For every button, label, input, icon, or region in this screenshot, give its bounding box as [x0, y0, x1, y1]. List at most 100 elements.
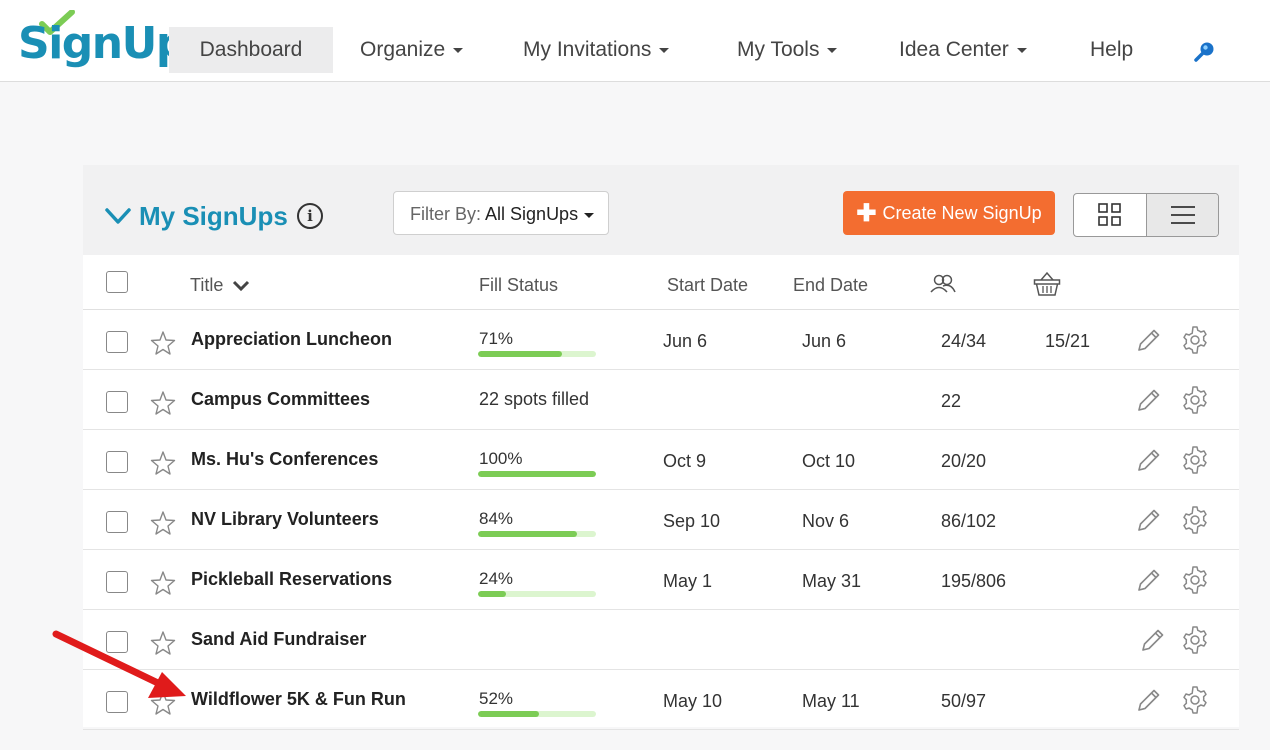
- people-count: 22: [941, 391, 962, 411]
- star-icon[interactable]: [150, 330, 176, 356]
- star-icon[interactable]: [150, 450, 176, 476]
- fill-progress-bar: [478, 351, 596, 357]
- view-toggle: [1073, 193, 1219, 237]
- fill-progress-bar: [478, 531, 596, 537]
- people-count: 86/102: [941, 511, 997, 531]
- people-count: 24/34: [941, 331, 987, 351]
- row-checkbox[interactable]: [106, 511, 128, 533]
- nav-organize-label: Organize: [360, 38, 446, 61]
- edit-pencil-icon[interactable]: [1139, 626, 1167, 654]
- title-header-label: Title: [190, 275, 224, 295]
- start-date: Sep 10: [663, 511, 721, 531]
- row-checkbox[interactable]: [106, 691, 128, 713]
- edit-pencil-icon[interactable]: [1135, 386, 1163, 414]
- chevron-down-icon: [827, 47, 838, 53]
- table-row[interactable]: Appreciation Luncheon 71% Jun 6 Jun 6 24/34 1…: [83, 310, 1239, 370]
- signup-logo[interactable]: SignUp: [18, 10, 187, 70]
- grid-view-button[interactable]: [1074, 194, 1147, 236]
- end-date: Oct 10: [802, 451, 856, 471]
- fill-progress-value: [478, 351, 562, 357]
- signup-title[interactable]: NV Library Volunteers: [191, 509, 379, 529]
- signup-title[interactable]: Sand Aid Fundraiser: [191, 629, 367, 649]
- edit-pencil-icon[interactable]: [1135, 566, 1163, 594]
- nav-help[interactable]: Help: [1090, 27, 1133, 73]
- signup-title[interactable]: Ms. Hu's Conferences: [191, 449, 379, 469]
- start-date: Oct 9: [663, 451, 707, 471]
- row-checkbox[interactable]: [106, 631, 128, 653]
- end-date-header[interactable]: End Date: [793, 275, 869, 295]
- gear-icon[interactable]: [1180, 505, 1210, 535]
- basket-icon[interactable]: [1033, 271, 1061, 297]
- star-icon[interactable]: [150, 510, 176, 536]
- fill-percent: 24%: [479, 569, 514, 588]
- end-date: May 31: [802, 571, 862, 591]
- fill-status-text: 22 spots filled: [479, 389, 590, 409]
- row-checkbox[interactable]: [106, 331, 128, 353]
- fill-progress-value: [478, 711, 540, 717]
- fill-progress-value: [478, 471, 596, 477]
- gear-icon[interactable]: [1180, 685, 1210, 715]
- fill-progress-value: [478, 591, 507, 597]
- create-new-signup-button[interactable]: ✚ Create New SignUp: [843, 191, 1055, 235]
- nav-organize[interactable]: Organize: [360, 27, 464, 73]
- row-checkbox[interactable]: [106, 571, 128, 593]
- fill-progress-bar: [478, 711, 596, 717]
- signup-title[interactable]: Wildflower 5K & Fun Run: [191, 689, 406, 709]
- search-icon[interactable]: [1193, 40, 1217, 64]
- star-icon[interactable]: [150, 570, 176, 596]
- nav-dashboard[interactable]: Dashboard: [169, 27, 333, 73]
- table-row[interactable]: Ms. Hu's Conferences 100% Oct 9 Oct 10 20/20: [83, 430, 1239, 490]
- table-row[interactable]: Wildflower 5K & Fun Run 52% May 10 May 11 50…: [83, 670, 1239, 730]
- nav-help-label: Help: [1090, 38, 1134, 61]
- nav-my-invitations[interactable]: My Invitations: [523, 27, 670, 73]
- list-view-button[interactable]: [1147, 194, 1218, 236]
- panel-title[interactable]: My SignUps: [139, 201, 288, 231]
- edit-pencil-icon[interactable]: [1135, 506, 1163, 534]
- gear-icon[interactable]: [1180, 325, 1210, 355]
- edit-pencil-icon[interactable]: [1135, 446, 1163, 474]
- signup-title[interactable]: Appreciation Luncheon: [191, 329, 393, 349]
- logo-text: SignUp: [18, 18, 187, 69]
- nav-my-tools[interactable]: My Tools: [737, 27, 838, 73]
- people-count: 50/97: [941, 691, 987, 711]
- signup-title[interactable]: Pickleball Reservations: [191, 569, 393, 589]
- chevron-down-icon: [659, 47, 670, 53]
- fill-status-header[interactable]: Fill Status: [479, 275, 559, 295]
- star-icon[interactable]: [150, 690, 176, 716]
- row-checkbox[interactable]: [106, 391, 128, 413]
- gear-icon[interactable]: [1180, 445, 1210, 475]
- fill-percent: 71%: [479, 329, 514, 348]
- collapse-chevron-icon[interactable]: [105, 207, 131, 225]
- gear-icon[interactable]: [1180, 385, 1210, 415]
- edit-pencil-icon[interactable]: [1135, 326, 1163, 354]
- grid-icon: [1098, 203, 1121, 226]
- star-icon[interactable]: [150, 630, 176, 656]
- gear-icon[interactable]: [1180, 625, 1210, 655]
- panel-header: My SignUps i Filter By: All SignUps ✚ Cre…: [83, 165, 1239, 255]
- people-count: 195/806: [941, 571, 1007, 591]
- fill-percent: 84%: [479, 509, 514, 528]
- table-header: Title Fill Status Start Date End Date: [83, 255, 1239, 310]
- signup-title[interactable]: Campus Committees: [191, 389, 371, 409]
- start-date-header[interactable]: Start Date: [667, 275, 749, 295]
- start-date: Jun 6: [663, 331, 708, 351]
- fill-percent: 52%: [479, 689, 514, 708]
- row-checkbox[interactable]: [106, 451, 128, 473]
- table-row[interactable]: Sand Aid Fundraiser: [83, 610, 1239, 670]
- gear-icon[interactable]: [1180, 565, 1210, 595]
- table-row[interactable]: Pickleball Reservations 24% May 1 May 31 195…: [83, 550, 1239, 610]
- nav-my-tools-label: My Tools: [737, 38, 820, 61]
- table-row[interactable]: Campus Committees 22 spots filled 22: [83, 370, 1239, 430]
- people-icon[interactable]: [929, 273, 957, 295]
- filter-dropdown[interactable]: Filter By: All SignUps: [393, 191, 609, 235]
- table-row[interactable]: NV Library Volunteers 84% Sep 10 Nov 6 86/10…: [83, 490, 1239, 550]
- edit-pencil-icon[interactable]: [1135, 686, 1163, 714]
- fill-progress-bar: [478, 591, 596, 597]
- title-column-header[interactable]: Title: [190, 275, 250, 296]
- filter-prefix: Filter By:: [410, 204, 482, 224]
- star-icon[interactable]: [150, 390, 176, 416]
- end-date: May 11: [802, 691, 860, 711]
- select-all-checkbox[interactable]: [106, 271, 128, 293]
- nav-idea-center[interactable]: Idea Center: [899, 27, 1027, 73]
- info-icon[interactable]: i: [297, 203, 323, 229]
